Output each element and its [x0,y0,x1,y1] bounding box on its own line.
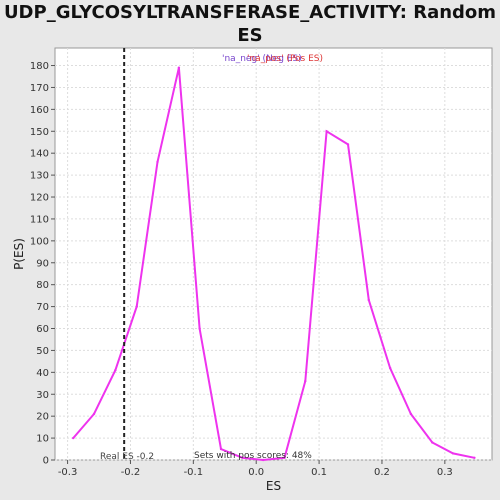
x-tick-label: 0.1 [311,467,327,478]
legend-neg-es: 'na_neg' (Neg ES) [222,54,302,64]
data-point [346,143,350,146]
y-tick-label: 130 [30,171,49,182]
data-point [156,160,159,164]
chart-title-line1: UDP_GLYCOSYLTRANSFERASE_ACTIVITY: Random… [3,2,497,46]
y-tick-label: 100 [30,236,49,247]
y-tick-label: 40 [36,368,49,379]
data-point [388,366,392,370]
y-tick-label: 50 [36,346,49,357]
x-axis-label: ES [266,479,281,493]
data-point [135,305,138,308]
x-tick-label: 0.0 [248,467,264,478]
data-point [325,130,328,133]
y-axis-label: P(ES) [12,238,26,270]
y-tick-label: 140 [30,149,49,160]
data-point [241,456,244,460]
data-point [367,298,370,302]
grid-lines [55,48,492,461]
data-point [409,412,413,416]
data-point [72,436,75,440]
data-point [283,456,286,460]
data-point [198,327,201,330]
y-tick-label: 120 [30,193,49,204]
data-point [451,452,455,455]
data-point [114,368,117,372]
y-tick-label: 70 [36,302,49,313]
x-tick-label: 0.3 [437,467,453,478]
y-tick-label: 170 [30,83,49,94]
y-tick-label: 110 [30,214,49,225]
y-tick-label: 90 [36,258,49,269]
data-point [219,447,223,451]
y-tick-label: 20 [36,412,49,423]
data-point [177,66,181,69]
axes: 0 10 20 30 40 50 60 70 80 90 100 110 120 130 140 150 160… [30,61,453,478]
y-tick-label: 10 [36,434,49,445]
series-line [72,67,475,462]
y-tick-label: 0 [43,456,49,467]
sets-pos-scores-label: Sets with pos scores: 48% [194,451,312,461]
data-point [304,379,307,383]
legend-pos-es: 'na_pos' (Pos ES) [247,54,323,64]
data-point [431,441,434,444]
annotations: Real ES -0.2 'na_neg' (Neg ES)'na_pos' (P… [100,48,323,462]
x-tick-label: -0.2 [121,467,141,478]
data-point [473,456,476,460]
x-tick-label: 0.2 [374,467,390,478]
plot-area [54,47,493,461]
y-tick-label: 150 [30,127,49,138]
x-tick-label: -0.3 [58,467,78,478]
y-tick-label: 30 [36,390,49,401]
real-es-label: Real ES -0.2 [100,452,154,462]
data-point [261,458,265,462]
y-tick-label: 80 [36,280,49,291]
y-tick-label: 60 [36,324,49,335]
data-point [92,412,96,416]
y-tick-label: 180 [30,61,49,72]
y-tick-label: 160 [30,105,49,116]
x-tick-label: -0.1 [184,467,204,478]
series-layer [72,66,476,462]
